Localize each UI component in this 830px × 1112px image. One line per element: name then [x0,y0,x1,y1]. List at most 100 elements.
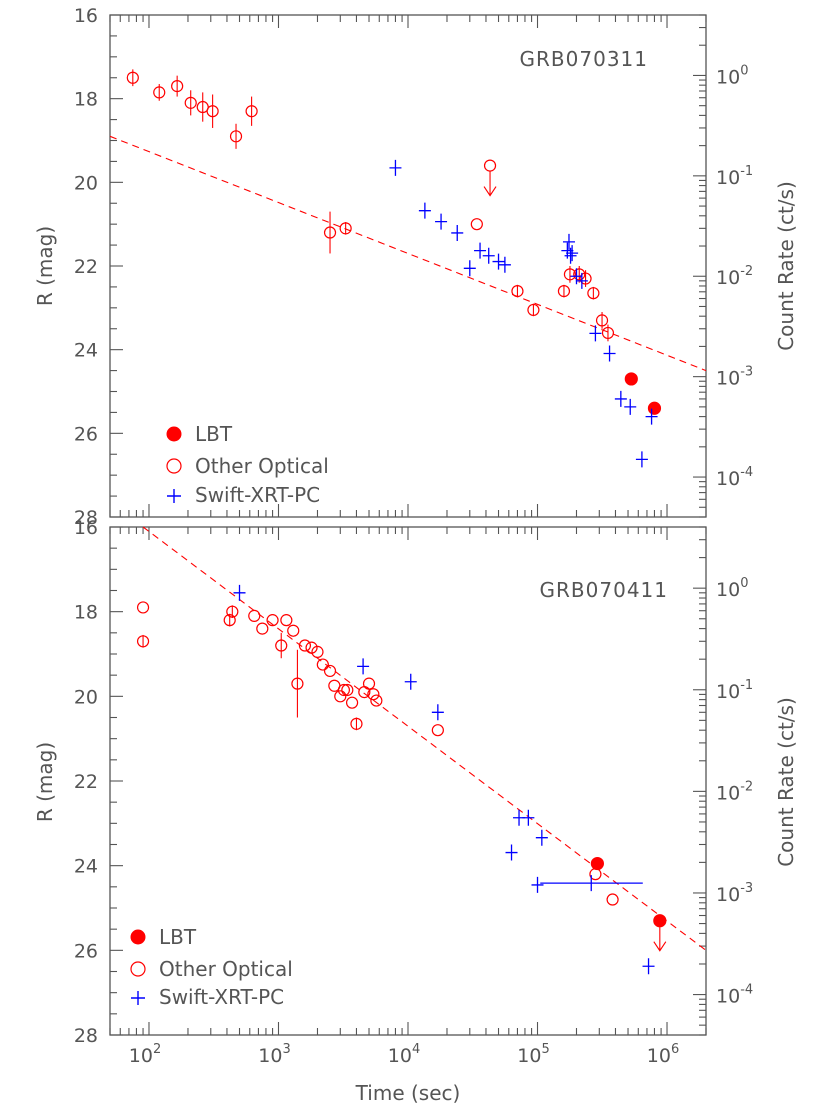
x-tick-label: 105 [517,1042,549,1067]
y-tick-label: 18 [74,602,98,624]
optical-point [370,694,383,707]
optical-point [557,285,571,298]
optical-point [287,624,300,637]
y-tick-label: 26 [74,423,98,445]
lbt-point [590,856,604,871]
legend-swift-marker-top [167,489,181,503]
optical-point [126,71,139,84]
marks-bottom [136,526,707,975]
optical-point [483,159,497,172]
optical-point [362,677,376,690]
optical-point [595,314,609,327]
ticks-bottom: 102 103 104 105 106 16 18 20 22 24 26 28 100 10-1 10-2… [74,517,753,1067]
swift-xrt-point [482,247,495,264]
optical-point [341,683,354,697]
y2-tick-label: 10-1 [716,678,753,703]
legend-lbt-label-top: LBT [195,422,233,446]
optical-point [350,717,363,730]
x-tick-label: 106 [647,1042,679,1067]
optical-point [323,664,337,678]
legend-lbt-label-bottom: LBT [159,925,197,949]
x-axis-title: Time (sec) [355,1081,461,1105]
legend-bottom: LBT Other Optical Swift-XRT-PC [130,925,293,1009]
y2-tick-label: 10-2 [716,779,753,804]
y2-tick-label: 10-1 [716,164,753,189]
optical-point [337,683,351,697]
y-tick-label: 16 [74,517,98,539]
legend-other-optical-label-bottom: Other Optical [159,957,293,981]
optical-point [470,218,483,231]
x-tick-label: 103 [258,1042,290,1067]
swift-xrt-point [435,213,448,230]
optical-point [248,609,261,623]
y2-axis-title-bottom: Count Rate (ct/s) [774,697,798,867]
swift-xrt-point [570,268,583,285]
optical-point [184,96,197,109]
optical-point [229,130,243,143]
swift-xrt-point [498,256,511,273]
swift-xrt-point [614,390,627,407]
optical-point [589,868,602,881]
y-tick-label: 26 [74,940,98,962]
y-tick-label: 20 [74,172,98,194]
swift-xrt-point [564,247,577,264]
swift-xrt-point [531,876,544,893]
optical-point [323,226,337,239]
optical-point [291,677,304,690]
x-tick-label: 102 [129,1042,161,1067]
lbt-point [653,914,667,928]
y2-tick-label: 100 [716,63,748,88]
optical-point [153,86,166,99]
y-tick-label: 28 [74,507,98,529]
panel-grb070311: GRB070311 R (mag) Count Rate (ct/s) 16 18… [33,5,798,529]
legend-lbt-marker-bottom [130,929,146,945]
optical-point [136,601,150,614]
swift-xrt-point [418,202,431,219]
fit-line [109,135,707,372]
lbt-point [647,401,662,415]
y-tick-label: 16 [74,5,98,27]
swift-xrt-point [535,829,548,846]
y2-tick-label: 10-3 [716,881,753,906]
swift-xrt-point [357,658,370,675]
y2-tick-label: 100 [716,576,748,601]
y2-tick-label: 10-4 [716,465,753,490]
swift-xrt-point [505,844,518,861]
y-tick-label: 24 [74,856,98,878]
y-tick-label: 20 [74,686,98,708]
panel-grb070411: GRB070411 R (mag) Count Rate (ct/s) Time… [33,517,798,1105]
x-tick-label: 104 [388,1042,420,1067]
optical-point [527,303,540,317]
optical-point [579,272,592,285]
y2-tick-label: 10-4 [716,983,753,1008]
swift-xrt-point [562,233,575,250]
swift-xrt-point [540,875,643,892]
optical-point [431,724,444,737]
y-tick-label: 18 [74,89,98,111]
swift-xrt-point [451,224,464,241]
optical-point [256,622,269,635]
optical-point [266,614,279,627]
swift-xrt-point [603,345,616,362]
swift-xrt-point [431,704,444,721]
y-tick-label: 24 [74,340,98,362]
swift-xrt-point [645,408,658,425]
optical-point [334,690,347,703]
legend-lbt-marker-top [166,426,182,442]
y2-tick-label: 10-3 [716,365,753,390]
marks-top [109,69,707,468]
swift-xrt-point [575,272,588,289]
optical-point [606,893,619,906]
swift-xrt-point [233,584,246,601]
legend-other-optical-label-top: Other Optical [195,454,329,478]
y-tick-label: 22 [74,771,98,793]
optical-point [563,268,577,281]
swift-xrt-point [463,260,476,277]
optical-point [587,287,600,300]
upper-limit-arrow [483,171,497,197]
optical-point [280,614,293,627]
upper-limit-arrow [653,926,667,952]
optical-point [223,614,236,627]
legend-top: LBT Other Optical Swift-XRT-PC [166,422,329,507]
